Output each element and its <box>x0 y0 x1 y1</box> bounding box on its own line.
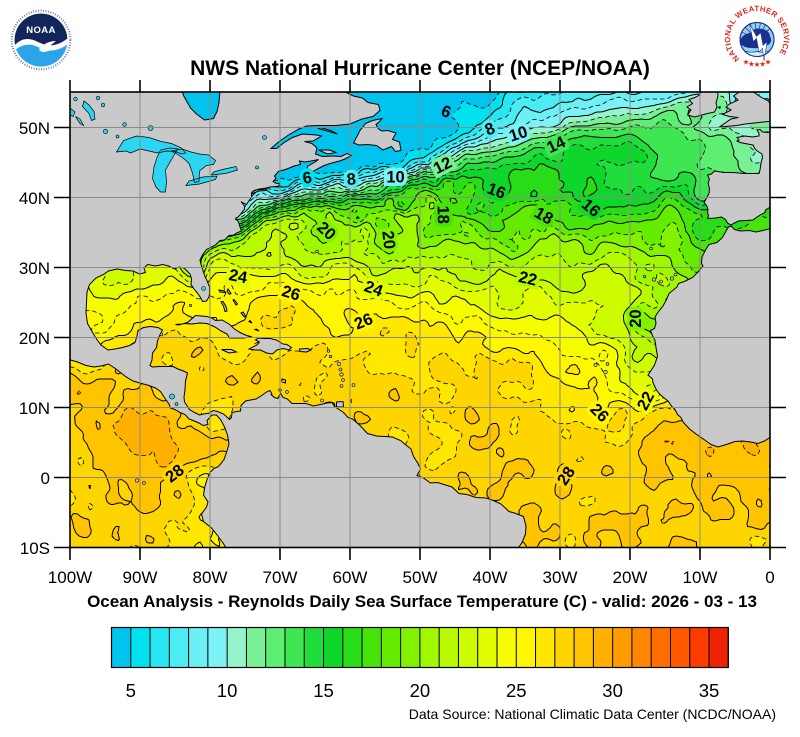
svg-text:25: 25 <box>506 680 527 701</box>
svg-text:22: 22 <box>517 268 539 290</box>
svg-text:10: 10 <box>386 169 404 187</box>
svg-text:20: 20 <box>627 309 645 327</box>
svg-text:20N: 20N <box>19 329 50 348</box>
svg-text:★: ★ <box>743 58 750 67</box>
svg-text:24: 24 <box>227 266 249 287</box>
svg-text:70W: 70W <box>263 568 298 587</box>
svg-text:5: 5 <box>126 680 136 701</box>
svg-text:18: 18 <box>434 205 452 224</box>
svg-text:10: 10 <box>386 169 404 187</box>
svg-text:26: 26 <box>280 282 303 304</box>
svg-text:10W: 10W <box>683 568 718 587</box>
svg-text:60W: 60W <box>333 568 368 587</box>
svg-text:10: 10 <box>507 123 530 146</box>
svg-text:6: 6 <box>301 169 313 188</box>
svg-text:80W: 80W <box>193 568 228 587</box>
svg-text:30N: 30N <box>19 259 50 278</box>
svg-text:90W: 90W <box>123 568 158 587</box>
svg-text:0: 0 <box>41 469 50 488</box>
svg-text:Data Source: National Climatic: Data Source: National Climatic Data Cent… <box>409 706 776 722</box>
svg-text:20: 20 <box>410 680 431 701</box>
svg-text:0: 0 <box>765 568 774 587</box>
svg-text:★: ★ <box>759 59 766 68</box>
svg-text:Ocean Analysis - Reynolds Dail: Ocean Analysis - Reynolds Daily Sea Surf… <box>87 592 757 611</box>
svg-text:50W: 50W <box>403 568 438 587</box>
svg-text:20: 20 <box>627 309 645 327</box>
svg-text:100W: 100W <box>48 568 92 587</box>
svg-text:30W: 30W <box>543 568 578 587</box>
svg-text:16: 16 <box>485 180 509 203</box>
svg-text:15: 15 <box>313 680 334 701</box>
svg-text:40W: 40W <box>473 568 508 587</box>
svg-text:10S: 10S <box>20 539 50 558</box>
svg-text:10N: 10N <box>19 399 50 418</box>
svg-text:10: 10 <box>217 680 238 701</box>
svg-text:30: 30 <box>602 680 623 701</box>
svg-text:NWS National Hurricane Center: NWS National Hurricane Center (NCEP/NOAA… <box>190 57 650 80</box>
svg-text:20W: 20W <box>613 568 648 587</box>
svg-text:20: 20 <box>378 230 398 250</box>
svg-text:24: 24 <box>362 278 386 301</box>
svg-text:★: ★ <box>765 58 772 67</box>
svg-text:18: 18 <box>434 205 452 224</box>
svg-text:★: ★ <box>754 60 761 69</box>
svg-text:35: 35 <box>699 680 720 701</box>
svg-text:8: 8 <box>346 170 357 189</box>
svg-text:40N: 40N <box>19 189 50 208</box>
svg-text:★: ★ <box>748 59 755 68</box>
svg-text:NOAA: NOAA <box>26 25 56 36</box>
svg-text:26: 26 <box>352 310 376 334</box>
svg-text:50N: 50N <box>19 119 50 138</box>
